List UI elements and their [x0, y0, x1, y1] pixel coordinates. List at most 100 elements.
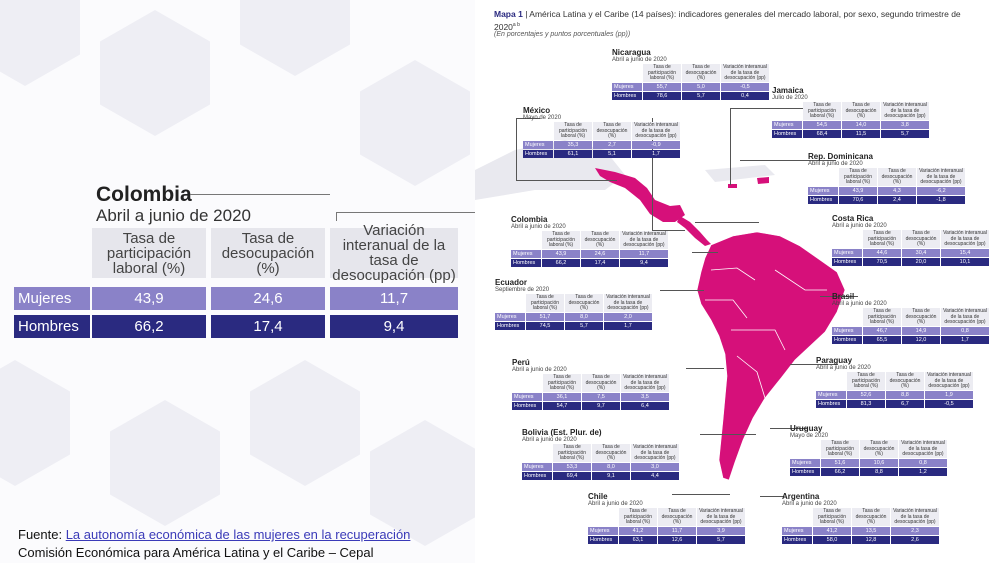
country-header-row: Tasa de participación laboral (%) Tasa de…	[588, 508, 746, 526]
country-header-row: Tasa de participación laboral (%) Tasa de…	[512, 374, 670, 392]
value-cell: 10,6	[860, 459, 898, 467]
dominican-republic-shape	[757, 177, 769, 184]
value-cell: 2,6	[891, 536, 939, 544]
map-svg	[475, 140, 846, 481]
country-borders	[705, 267, 827, 399]
country-period: Abril a junio de 2020	[612, 57, 667, 63]
country-name: Costa Rica	[832, 214, 874, 223]
country-box-rep-dominicana: Rep. Dominicana Abril a junio de 2020 Tasa…	[808, 152, 966, 204]
value-cell: 5,1	[593, 150, 631, 158]
country-header-row: Tasa de participación laboral (%) Tasa de…	[495, 294, 653, 312]
value-cell: 14,9	[902, 327, 940, 335]
header-bracket	[336, 212, 475, 221]
map-title: Mapa 1 | América Latina y el Caribe (14 …	[494, 9, 961, 32]
country-row-hombres: Hombres 68,4 11,5 5,7	[772, 130, 930, 138]
column-header: Tasa de participación laboral (%)	[847, 372, 885, 390]
value-cell: 65,5	[863, 336, 901, 344]
country-period: Abril a junio de 2020	[832, 223, 887, 229]
row-label-hombres: Hombres	[832, 336, 862, 344]
country-row-hombres: Hombres 66,2 17,4 9,4	[511, 259, 669, 267]
column-header: Tasa de participación laboral (%)	[803, 102, 841, 120]
value-cell: 0,8	[899, 459, 947, 467]
value-cell: 70,6	[839, 196, 877, 204]
value-cell: 9,1	[592, 472, 630, 480]
country-header-row: Tasa de participación laboral (%) Tasa de…	[522, 444, 680, 462]
country-header-row: Tasa de participación laboral (%) Tasa de…	[790, 440, 948, 458]
value-cell: 11,5	[842, 130, 880, 138]
zoom-cell: 66,2	[92, 315, 206, 338]
country-row-mujeres: Mujeres 55,7 5,0 -0,5	[612, 83, 770, 91]
country-row-mujeres: Mujeres 36,1 7,5 3,5	[512, 393, 670, 401]
header-spacer	[808, 168, 838, 186]
country-name: Ecuador	[495, 278, 528, 287]
value-cell: 66,2	[542, 259, 580, 267]
row-label-hombres: Hombres	[522, 472, 552, 480]
map-label: Mapa 1	[494, 9, 523, 19]
country-box-ecuador: Ecuador Septiembre de 2020 Tasa de partici…	[495, 278, 653, 330]
column-header: Variación interanual de la tasa de desoc…	[604, 294, 652, 312]
zoom-cell: 17,4	[211, 315, 325, 338]
row-label-hombres: Hombres	[790, 468, 820, 476]
leader-line	[700, 434, 756, 435]
mexico-shape	[595, 168, 685, 222]
column-header: Tasa de desocupación (%)	[593, 122, 631, 140]
column-header: Tasa de desocupación (%)	[852, 508, 890, 526]
column-header: Variación interanual de la tasa de desoc…	[941, 308, 989, 326]
country-box-colombia: Colombia Abril a junio de 2020 Tasa de par…	[511, 215, 669, 267]
country-row-mujeres: Mujeres 41,2 13,5 2,3	[782, 527, 940, 535]
country-period: Abril a junio de 2020	[511, 224, 566, 230]
header-spacer	[522, 444, 552, 462]
leader-line	[686, 368, 724, 369]
header-spacer	[790, 440, 820, 458]
value-cell: 12,8	[852, 536, 890, 544]
zoom-cell: 11,7	[330, 287, 458, 310]
value-cell: -6,2	[917, 187, 965, 195]
country-period: Mayo de 2020	[523, 115, 562, 121]
row-label-mujeres: Mujeres	[782, 527, 812, 535]
country-row-mujeres: Mujeres 51,7 8,0 2,0	[495, 313, 653, 321]
zoom-country-title: Colombia	[96, 183, 192, 206]
value-cell: 20,0	[902, 258, 940, 266]
country-row-mujeres: Mujeres 41,2 11,7 3,9	[588, 527, 746, 535]
country-box-costa-rica: Costa Rica Abril a junio de 2020 Tasa de p…	[832, 214, 990, 266]
country-header-row: Tasa de participación laboral (%) Tasa de…	[523, 122, 681, 140]
country-header-row: Tasa de participación laboral (%) Tasa de…	[808, 168, 966, 186]
value-cell: 11,7	[620, 250, 668, 258]
central-america-shape	[677, 216, 711, 246]
value-cell: 58,0	[813, 536, 851, 544]
source-line: Fuente: La autonomía económica de las mu…	[18, 527, 410, 542]
column-header: Tasa de desocupación (%)	[565, 294, 603, 312]
header-spacer	[495, 294, 525, 312]
title-rule	[190, 194, 330, 195]
value-cell: 35,3	[554, 141, 592, 149]
leader-line	[770, 428, 808, 429]
value-cell: 1,9	[925, 391, 973, 399]
value-cell: 68,4	[803, 130, 841, 138]
column-header: Tasa de desocupación (%)	[682, 64, 720, 82]
column-header: Tasa de desocupación (%)	[902, 308, 940, 326]
column-header: Tasa de participación laboral (%)	[839, 168, 877, 186]
value-cell: 0,4	[721, 92, 769, 100]
country-name: Perú	[512, 358, 530, 367]
source-link[interactable]: La autonomía económica de las mujeres en…	[65, 527, 411, 542]
country-name: Colombia	[511, 215, 548, 224]
country-name: Paraguay	[816, 356, 853, 365]
country-period: Abril a junio de 2020	[522, 437, 577, 443]
leader-line	[672, 494, 730, 495]
value-cell: 6,7	[886, 400, 924, 408]
value-cell: 5,7	[565, 322, 603, 330]
country-name: Nicaragua	[612, 48, 651, 57]
zoom-cell: 43,9	[92, 287, 206, 310]
header-spacer	[612, 64, 642, 82]
header-spacer	[523, 122, 553, 140]
value-cell: 2,0	[604, 313, 652, 321]
value-cell: 12,0	[902, 336, 940, 344]
row-label-mujeres: Mujeres	[790, 459, 820, 467]
country-row-hombres: Hombres 81,3 6,7 -0,5	[816, 400, 974, 408]
column-header: Variación interanual de la tasa de desoc…	[917, 168, 965, 186]
leader-line	[730, 108, 803, 185]
column-header: Tasa de participación laboral (%)	[643, 64, 681, 82]
value-cell: 24,6	[581, 250, 619, 258]
value-cell: 52,6	[847, 391, 885, 399]
value-cell: 5,7	[682, 92, 720, 100]
